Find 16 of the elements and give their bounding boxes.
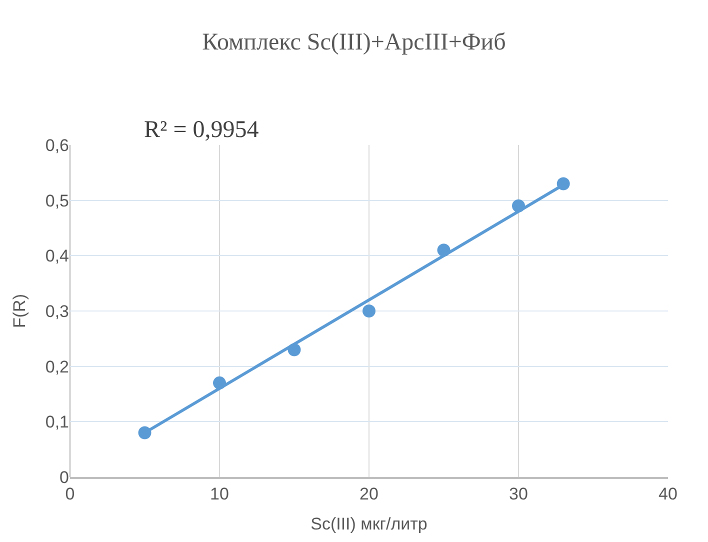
x-tick-label: 30	[509, 484, 528, 504]
x-tick-label: 10	[210, 484, 229, 504]
x-axis-title: Sc(III) мкг/литр	[310, 514, 428, 534]
x-tick-label: 20	[360, 484, 378, 504]
y-tick-label: 0	[60, 468, 69, 487]
point	[362, 304, 376, 318]
y-axis-title: F(R)	[10, 294, 29, 328]
y-tick-label: 0,4	[45, 246, 69, 266]
y-tick-label: 0,5	[45, 191, 69, 210]
y-tick-label: 0,1	[45, 412, 69, 432]
text: R² = 0,9954	[144, 117, 259, 143]
y-tick-label: 0,2	[45, 357, 69, 376]
chart-title: Комплекс Sc(III)+АрсIII+Фиб	[202, 29, 506, 56]
y-tick-label: 0,6	[45, 136, 69, 155]
x-tick-label: 40	[658, 484, 678, 504]
y-tick-label: 0,3	[45, 302, 69, 321]
